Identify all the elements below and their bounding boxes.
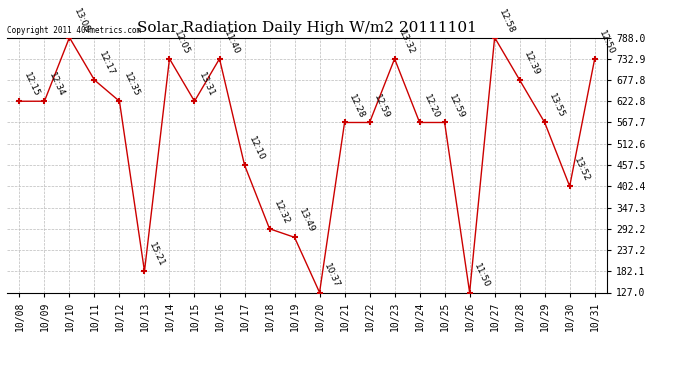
Text: 12:35: 12:35 — [122, 71, 141, 99]
Text: 12:50: 12:50 — [598, 29, 616, 56]
Text: 10:37: 10:37 — [322, 262, 342, 290]
Text: 15:21: 15:21 — [147, 242, 166, 268]
Text: 12:59: 12:59 — [373, 93, 391, 120]
Text: 13:31: 13:31 — [197, 71, 217, 99]
Text: 13:49: 13:49 — [297, 207, 316, 234]
Text: 12:20: 12:20 — [422, 93, 442, 120]
Text: 12:05: 12:05 — [172, 29, 191, 56]
Text: 12:58: 12:58 — [497, 8, 516, 35]
Text: 11:50: 11:50 — [473, 262, 491, 290]
Text: 12:59: 12:59 — [447, 93, 466, 120]
Text: 13:32: 13:32 — [397, 29, 416, 56]
Text: 13:00: 13:00 — [72, 8, 91, 35]
Text: 12:34: 12:34 — [47, 71, 66, 99]
Text: 13:52: 13:52 — [573, 156, 591, 183]
Text: 13:55: 13:55 — [547, 93, 566, 120]
Title: Solar Radiation Daily High W/m2 20111101: Solar Radiation Daily High W/m2 20111101 — [137, 21, 477, 35]
Text: 12:10: 12:10 — [247, 135, 266, 162]
Text: 12:15: 12:15 — [22, 71, 41, 99]
Text: 12:28: 12:28 — [347, 93, 366, 120]
Text: 12:32: 12:32 — [273, 199, 291, 226]
Text: 12:39: 12:39 — [522, 50, 542, 77]
Text: Copyright 2011 404metrics.com: Copyright 2011 404metrics.com — [7, 26, 141, 35]
Text: 11:40: 11:40 — [222, 29, 242, 56]
Text: 12:17: 12:17 — [97, 50, 116, 77]
